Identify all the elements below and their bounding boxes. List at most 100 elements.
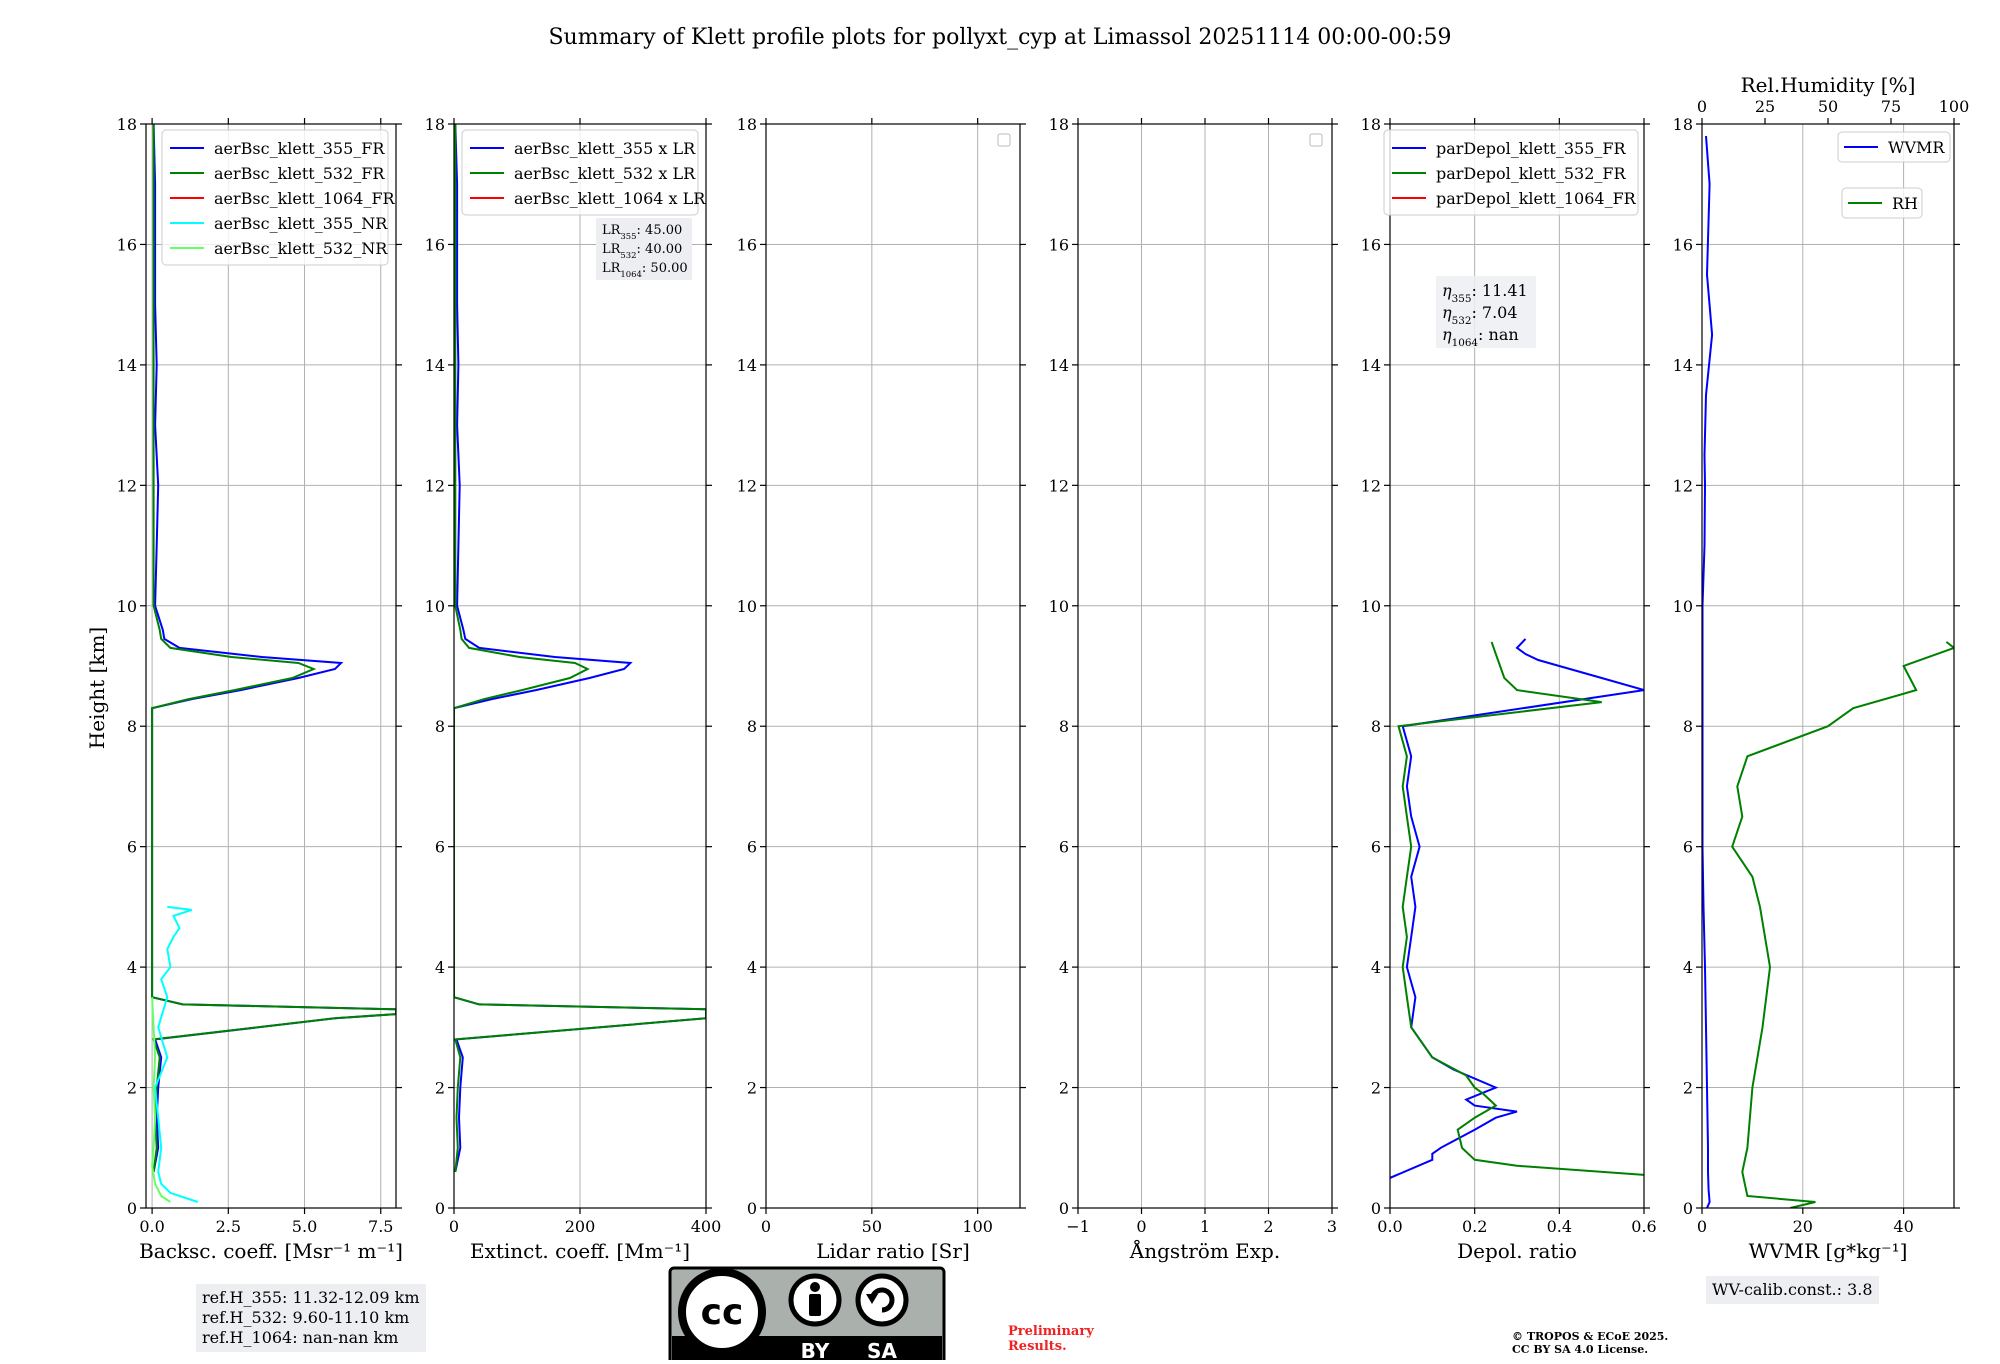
wv-calib-const: WV-calib.const.: 3.8 <box>1712 1280 1873 1299</box>
y-tick-label: 18 <box>1673 115 1693 134</box>
cc-license-badge: cc BY SA <box>668 1266 946 1364</box>
y-tick-label: 4 <box>435 958 445 977</box>
y-tick-label: 16 <box>737 235 757 254</box>
x-tick-label: 0.0 <box>1377 1217 1402 1236</box>
legend-label: aerBsc_klett_355 x LR <box>514 139 696 158</box>
series-line-parDepol_klett_355_FR <box>1390 638 1644 1179</box>
x-tick-label: 0.0 <box>139 1217 164 1236</box>
y-tick-label: 2 <box>127 1079 137 1098</box>
lr-532-text-part: : 40.00 <box>637 242 683 257</box>
x-axis-label: WVMR [g*kg⁻¹] <box>1749 1239 1908 1263</box>
lr-1064-text-part: 1064 <box>620 269 641 279</box>
panel-bsc: 0 2 4 6 8 10 12 14 16 18 0.0 2.5 5.0 7.5 Backsc. coeff… <box>117 115 403 1263</box>
y-tick-label: 18 <box>117 115 137 134</box>
cc-sa-label: SA <box>867 1339 897 1360</box>
legend-label: parDepol_klett_1064_FR <box>1436 189 1637 208</box>
y-tick-label: 10 <box>1673 597 1693 616</box>
y-tick-label: 6 <box>1059 838 1069 857</box>
x-tick-label: 0.2 <box>1462 1217 1487 1236</box>
eta-annotation-box <box>1436 276 1536 348</box>
legend-box <box>161 129 389 266</box>
y-tick-label: 8 <box>1371 717 1381 736</box>
lr-355-text-part: 355 <box>620 231 636 241</box>
x-tick-label: 40 <box>1893 1217 1913 1236</box>
panel-dep: 0 2 4 6 8 10 12 14 16 18 0.0 0.2 0.4 0.6 Depol. ratio p… <box>1361 115 1657 1263</box>
legend-label: aerBsc_klett_532 x LR <box>514 164 696 183</box>
y-tick-label: 16 <box>425 235 445 254</box>
y-tick-label: 18 <box>425 115 445 134</box>
y-tick-label: 16 <box>1673 235 1693 254</box>
y-tick-label: 16 <box>1361 235 1381 254</box>
series-line-aerBsc_klett_532_FR <box>151 124 396 1173</box>
copyright-line1: © TROPOS & ECoE 2025. <box>1512 1330 1669 1343</box>
y-tick-label: 4 <box>1059 958 1069 977</box>
y-tick-label: 2 <box>435 1079 445 1098</box>
y-tick-label: 16 <box>117 235 137 254</box>
lr-532-text-part: 532 <box>620 250 636 260</box>
series-line-aerBsc_klett_355_NR <box>154 905 199 1203</box>
series-line-aerBsc_klett_532 x LR <box>454 124 706 1173</box>
top-x-tick-label: 100 <box>1939 97 1970 116</box>
lr-532-text-part: LR <box>602 242 622 257</box>
legend-label: aerBsc_klett_532_FR <box>214 164 385 183</box>
lr-annotation-box <box>596 218 692 280</box>
series-line-aerBsc_klett_355_FR <box>151 124 396 1173</box>
y-tick-label: 14 <box>737 356 757 375</box>
panel-lr: 0 2 4 6 8 10 12 14 16 18 0 50 100 Lidar ratio [Sr] <box>737 115 1026 1263</box>
legend-label: aerBsc_klett_355_NR <box>214 214 388 233</box>
eta-355-text-part: 355 <box>1452 293 1472 305</box>
copyright-line2: CC BY SA 4.0 License. <box>1512 1343 1649 1356</box>
y-tick-label: 2 <box>747 1079 757 1098</box>
y-tick-label: 8 <box>435 717 445 736</box>
preliminary-line1: Preliminary <box>1008 1324 1094 1339</box>
x-tick-label: 7.5 <box>368 1217 393 1236</box>
series-group <box>1702 135 1954 1208</box>
series-group <box>454 124 706 1173</box>
x-tick-label: 2.5 <box>216 1217 241 1236</box>
y-tick-label: 8 <box>127 717 137 736</box>
axes-frame <box>765 123 1021 1209</box>
y-tick-label: 0 <box>1059 1199 1069 1218</box>
top-axis-label: Rel.Humidity [%] <box>1741 73 1916 97</box>
series-line-parDepol_klett_532_FR <box>1397 641 1644 1176</box>
eta-532-text-part: η <box>1442 303 1452 322</box>
series-group <box>151 124 396 1203</box>
ref-height-532: ref.H_532: 9.60-11.10 km <box>202 1308 410 1327</box>
y-tick-label: 14 <box>117 356 137 375</box>
y-tick-label: 10 <box>1361 597 1381 616</box>
x-tick-label: 200 <box>565 1217 596 1236</box>
y-tick-label: 2 <box>1683 1079 1693 1098</box>
lr-355-text-part: LR <box>602 223 622 238</box>
y-tick-label: 8 <box>747 717 757 736</box>
x-tick-label: 0 <box>1697 1217 1707 1236</box>
eta-355-text-part: η <box>1442 281 1452 300</box>
ref-height-1064: ref.H_1064: nan-nan km <box>202 1328 399 1347</box>
y-tick-label: 14 <box>1673 356 1693 375</box>
eta-532-text: η532: 7.04 <box>1442 303 1518 327</box>
by-person-head <box>810 1282 820 1292</box>
axes-frame <box>145 123 397 1209</box>
cc-by-label: BY <box>801 1339 830 1360</box>
series-line-RH <box>1731 641 1954 1208</box>
y-tick-label: 10 <box>737 597 757 616</box>
legend-box <box>1837 131 1951 163</box>
top-x-tick-label: 25 <box>1755 97 1775 116</box>
y-tick-label: 12 <box>1361 476 1381 495</box>
x-axis-label: Lidar ratio [Sr] <box>816 1239 970 1263</box>
x-tick-label: 100 <box>962 1217 993 1236</box>
cc-logo-text: cc <box>701 1292 744 1333</box>
wv-calib-box: WV-calib.const.: 3.8 <box>1706 1276 1879 1304</box>
y-tick-label: 0 <box>1371 1199 1381 1218</box>
y-tick-label: 16 <box>1049 235 1069 254</box>
y-tick-label: 12 <box>1049 476 1069 495</box>
x-tick-label: −1 <box>1066 1217 1090 1236</box>
y-tick-label: 12 <box>737 476 757 495</box>
x-axis-label: Ångström Exp. <box>1129 1238 1280 1263</box>
y-tick-label: 2 <box>1059 1079 1069 1098</box>
legend-label: aerBsc_klett_1064 x LR <box>514 189 706 208</box>
series-group <box>1390 638 1644 1179</box>
y-tick-label: 6 <box>747 838 757 857</box>
y-tick-label: 14 <box>425 356 445 375</box>
series-line-aerBsc_klett_532_NR <box>151 997 171 1203</box>
